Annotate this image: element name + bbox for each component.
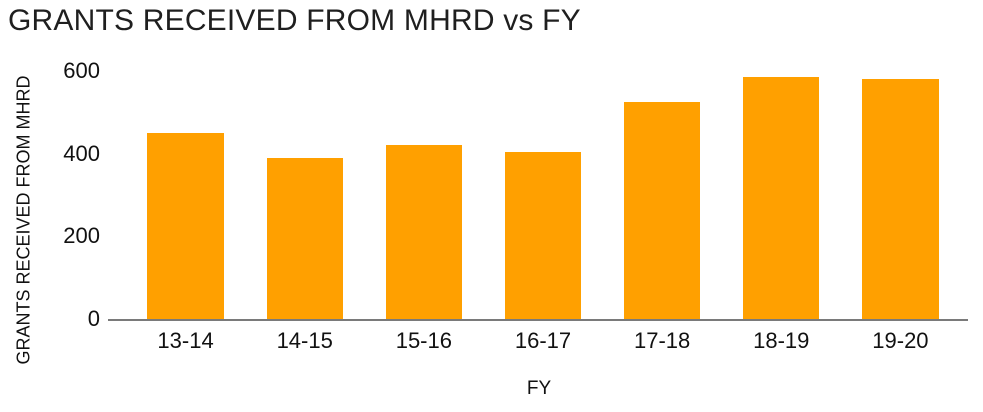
chart-title: GRANTS RECEIVED FROM MHRD vs FY	[8, 4, 581, 37]
x-tick-label-14-15: 14-15	[276, 328, 333, 353]
bar-16-17[interactable]	[504, 151, 582, 319]
bar-13-14[interactable]	[147, 133, 224, 319]
bar-14-15[interactable]	[266, 157, 343, 319]
plot-area: 13-14 14-15 15-16 16-17 17-18 18-19 19-20	[110, 71, 968, 352]
bar-slot-19-20: 19-20	[841, 71, 960, 352]
bar-slot-13-14: 13-14	[126, 71, 245, 352]
x-tick-label-16-17: 16-17	[514, 328, 572, 353]
bar-slot-16-17: 16-17	[483, 71, 602, 352]
y-tick-label-600: 600	[63, 58, 100, 83]
x-tick-label-18-19: 18-19	[753, 328, 810, 353]
x-tick-label-17-18: 17-18	[633, 328, 691, 353]
bar-slot-14-15: 14-15	[245, 71, 364, 352]
x-axis-line	[108, 319, 968, 321]
bar-slot-18-19: 18-19	[722, 71, 841, 352]
y-axis-tick-labels: 0 200 400 600	[0, 60, 100, 330]
y-tick-label-200: 200	[63, 223, 100, 249]
bar-19-20[interactable]	[862, 79, 939, 319]
bar-18-19[interactable]	[743, 77, 820, 319]
x-tick-label-19-20: 19-20	[872, 328, 929, 353]
y-tick-label-0: 0	[87, 306, 100, 331]
x-axis-title: FY	[526, 378, 552, 399]
x-tick-label-13-14: 13-14	[157, 328, 214, 353]
x-tick-label-15-16: 15-16	[395, 328, 452, 353]
bar-slot-17-18: 17-18	[603, 71, 722, 352]
y-tick-label-400: 400	[63, 140, 100, 166]
bar-slot-15-16: 15-16	[364, 71, 483, 352]
bar-15-16[interactable]	[385, 145, 462, 319]
bars-row: 13-14 14-15 15-16 16-17 17-18 18-19 19-20	[126, 71, 960, 352]
bar-17-18[interactable]	[624, 102, 701, 319]
